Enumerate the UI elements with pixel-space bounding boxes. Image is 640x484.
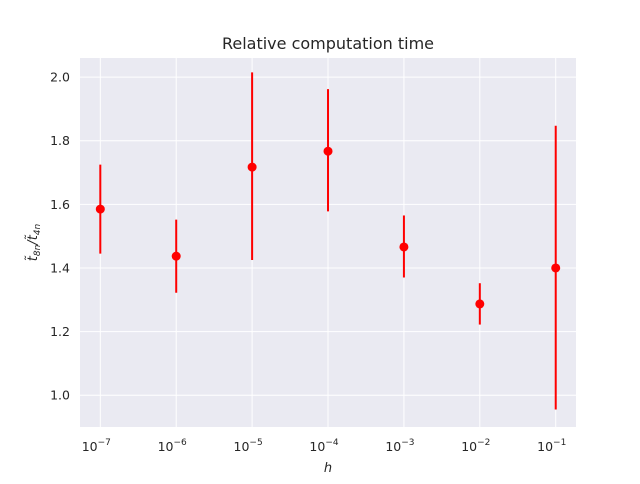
chart-title: Relative computation time — [222, 34, 434, 53]
x-tick-label: 10−7 — [82, 438, 111, 454]
x-tick-label: 10−1 — [537, 438, 566, 454]
x-tick-label: 10−4 — [309, 438, 338, 454]
y-axis-label: t̃8n/t̃4n — [26, 223, 43, 261]
x-tick-label: 10−5 — [234, 438, 263, 454]
data-point — [171, 251, 181, 261]
data-marks — [95, 72, 561, 410]
x-tick-label: 10−2 — [461, 438, 490, 454]
y-tick-label: 1.6 — [50, 197, 70, 212]
data-point — [95, 204, 105, 214]
data-point — [247, 162, 257, 172]
y-tick-label: 2.0 — [50, 70, 70, 85]
data-point — [551, 263, 561, 273]
y-tick-label: 1.4 — [50, 260, 70, 275]
y-tick-label: 1.0 — [50, 388, 70, 403]
y-tick-label: 1.8 — [50, 133, 70, 148]
y-axis-label-text: t̃8n/t̃4n — [26, 223, 43, 261]
data-point — [323, 146, 333, 156]
tick-labels: 1.0 1.2 1.4 1.6 1.8 2.0 10−7 10−6 10−5 10−4 10−3 10… — [50, 70, 566, 454]
data-point — [475, 299, 485, 309]
x-tick-label: 10−6 — [158, 438, 187, 454]
x-tick-label: 10−3 — [385, 438, 414, 454]
data-point — [399, 242, 409, 252]
y-tick-label: 1.2 — [50, 324, 70, 339]
x-axis-label: h — [324, 461, 332, 476]
